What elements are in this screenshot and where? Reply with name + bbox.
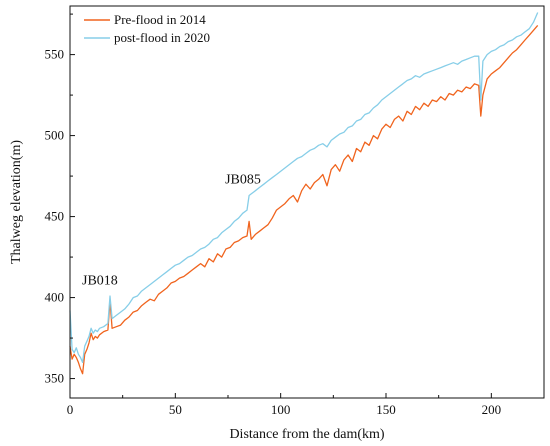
y-tick-label: 400 bbox=[45, 290, 65, 305]
annotation-jb018: JB018 bbox=[82, 274, 118, 289]
y-tick-label: 450 bbox=[45, 209, 65, 224]
x-tick-label: 200 bbox=[482, 402, 502, 417]
series-line-1 bbox=[69, 12, 539, 364]
legend: Pre-flood in 2014 post-flood in 2020 bbox=[84, 12, 210, 45]
x-tick-label: 150 bbox=[376, 402, 396, 417]
y-axis-title: Thalweg elevation(m) bbox=[9, 140, 24, 264]
y-tick-label: 500 bbox=[45, 128, 65, 143]
series-line-0 bbox=[69, 24, 539, 375]
chart-text: Distance from the dam(km) Thalweg elevat… bbox=[9, 140, 385, 442]
legend-label-pre-flood: Pre-flood in 2014 bbox=[114, 12, 206, 27]
axes: 0 50 100 150 200 350 400 450 500 550 bbox=[45, 5, 545, 417]
y-tick-label: 350 bbox=[45, 371, 65, 386]
legend-label-post-flood: post-flood in 2020 bbox=[114, 30, 210, 45]
plot-frame bbox=[69, 5, 545, 399]
x-tick-label: 100 bbox=[271, 402, 291, 417]
x-tick-label: 50 bbox=[169, 402, 182, 417]
x-tick-label: 0 bbox=[67, 402, 74, 417]
series-layer bbox=[69, 12, 539, 375]
y-tick-label: 550 bbox=[45, 47, 65, 62]
x-axis-title: Distance from the dam(km) bbox=[229, 427, 384, 442]
annotation-jb085: JB085 bbox=[225, 173, 261, 188]
